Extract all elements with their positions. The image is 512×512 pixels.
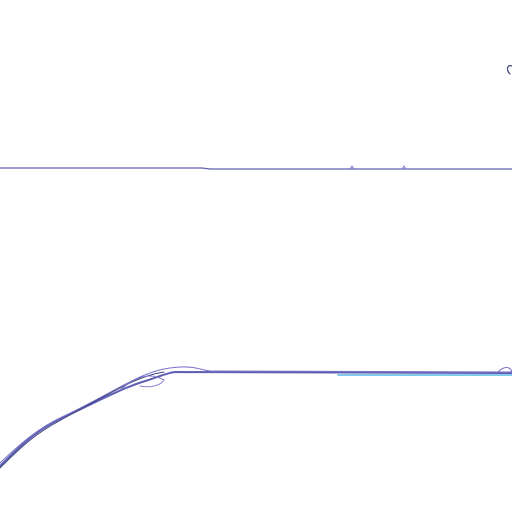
lower-curve-outline (0, 371, 165, 469)
lower-curve-main (0, 371, 512, 467)
transition-loop (119, 375, 165, 391)
top-horizontal-line (0, 167, 512, 170)
right-edge-hook (506, 65, 512, 75)
lower-curve-secondary (0, 366, 512, 464)
right-plateau-uptick (497, 367, 512, 373)
top-line-tick-1 (349, 165, 355, 170)
top-line-tick-2 (401, 165, 407, 170)
